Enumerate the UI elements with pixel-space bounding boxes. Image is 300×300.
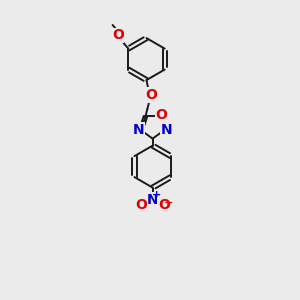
Text: N: N — [147, 193, 158, 207]
Text: O: O — [135, 198, 147, 212]
Text: O: O — [112, 28, 124, 43]
Text: −: − — [164, 198, 173, 208]
Text: O: O — [155, 108, 167, 122]
Text: +: + — [152, 190, 161, 200]
Text: O: O — [158, 198, 170, 212]
Text: N: N — [133, 123, 144, 137]
Text: N: N — [161, 123, 173, 137]
Text: O: O — [145, 88, 157, 102]
